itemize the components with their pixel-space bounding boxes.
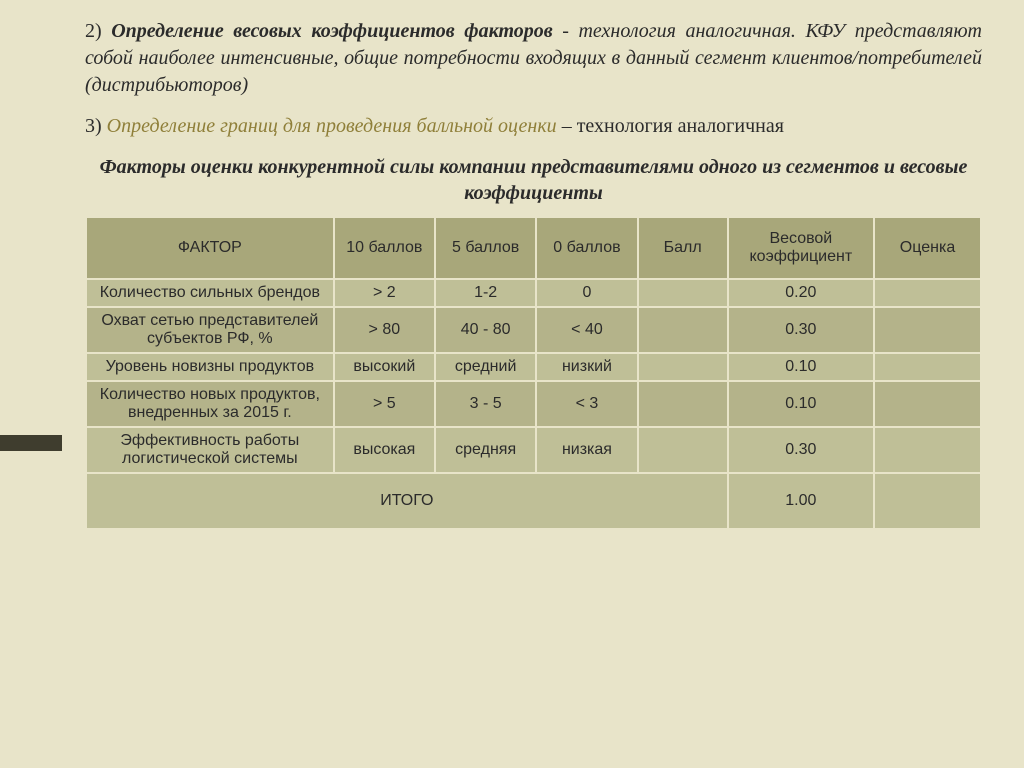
cell-0: низкий [536,353,637,381]
cell-factor: Количество сильных брендов [86,279,334,307]
table-subtitle: Факторы оценки конкурентной силы компани… [85,154,982,206]
cell-factor: Эффективность работы логистической систе… [86,427,334,473]
table-row: Уровень новизны продуктов высокий средни… [86,353,981,381]
cell-0: низкая [536,427,637,473]
table-row: Эффективность работы логистической систе… [86,427,981,473]
p3-rest: – технология аналогичная [557,115,784,137]
cell-grade [874,307,981,353]
table-row: Количество сильных брендов > 2 1-2 0 0.2… [86,279,981,307]
p3-num: 3) [85,115,107,137]
cell-coef: 0.20 [728,279,874,307]
cell-ball [638,307,728,353]
cell-grade [874,279,981,307]
cell-coef: 0.10 [728,381,874,427]
cell-ball [638,381,728,427]
table-body: Количество сильных брендов > 2 1-2 0 0.2… [86,279,981,529]
cell-10: высокий [334,353,435,381]
total-grade [874,473,981,529]
col-factor: ФАКТОР [86,217,334,279]
col-5: 5 баллов [435,217,536,279]
cell-coef: 0.30 [728,307,874,353]
cell-factor: Уровень новизны продуктов [86,353,334,381]
cell-10: > 5 [334,381,435,427]
factors-table: ФАКТОР 10 баллов 5 баллов 0 баллов Балл … [85,216,982,530]
cell-coef: 0.30 [728,427,874,473]
total-label: ИТОГО [86,473,728,529]
p2-num: 2) [85,20,111,42]
table-header-row: ФАКТОР 10 баллов 5 баллов 0 баллов Балл … [86,217,981,279]
cell-0: 0 [536,279,637,307]
slide-content: 2) Определение весовых коэффициентов фак… [0,0,1024,530]
table-row: Охват сетью представителей субъектов РФ,… [86,307,981,353]
cell-5: 40 - 80 [435,307,536,353]
cell-0: < 40 [536,307,637,353]
cell-factor: Охват сетью представителей субъектов РФ,… [86,307,334,353]
cell-grade [874,381,981,427]
col-10: 10 баллов [334,217,435,279]
cell-ball [638,353,728,381]
accent-bar [0,435,62,451]
cell-grade [874,427,981,473]
paragraph-2: 2) Определение весовых коэффициентов фак… [85,18,982,99]
cell-ball [638,279,728,307]
table-total-row: ИТОГО 1.00 [86,473,981,529]
cell-10: > 2 [334,279,435,307]
col-ball: Балл [638,217,728,279]
cell-grade [874,353,981,381]
col-grade: Оценка [874,217,981,279]
cell-factor: Количество новых продуктов, внедренных з… [86,381,334,427]
paragraph-3: 3) Определение границ для проведения бал… [85,113,982,140]
p2-lead: Определение весовых коэффициентов фактор… [111,20,552,42]
cell-5: средний [435,353,536,381]
cell-5: 3 - 5 [435,381,536,427]
cell-coef: 0.10 [728,353,874,381]
cell-10: высокая [334,427,435,473]
p3-lead: Определение границ для проведения балльн… [107,115,557,137]
cell-ball [638,427,728,473]
cell-5: средняя [435,427,536,473]
cell-5: 1-2 [435,279,536,307]
col-0: 0 баллов [536,217,637,279]
col-coef: Весовой коэффициент [728,217,874,279]
total-coef: 1.00 [728,473,874,529]
table-row: Количество новых продуктов, внедренных з… [86,381,981,427]
cell-10: > 80 [334,307,435,353]
cell-0: < 3 [536,381,637,427]
